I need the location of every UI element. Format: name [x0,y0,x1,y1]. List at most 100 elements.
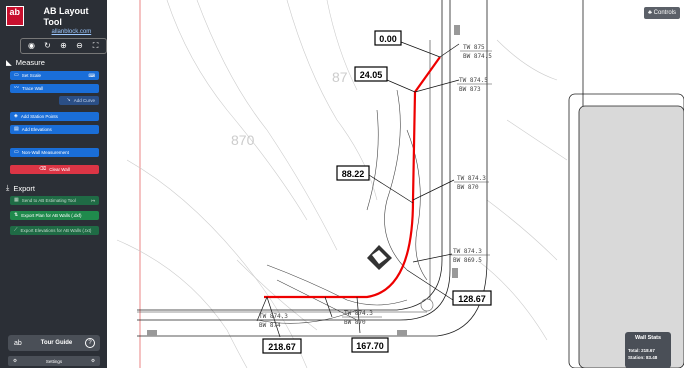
plan-canvas[interactable]: 870 87 [107,0,684,368]
app-title: AB Layout Tool [43,6,89,27]
ab-small-logo-icon: ab [14,339,22,347]
elevation-bw-6: BW 870 [344,319,366,326]
trace-icon: 〰 [14,85,20,91]
elevation-export-icon: ⟋ [14,227,18,233]
help-icon: ? [85,338,95,348]
wall-stats-panel: Wall Stats Total: 218.67 Station: 83.48 [625,332,671,368]
station-label-0: 0.00 [379,34,397,44]
curve-icon: ↘ [66,97,71,103]
shrub-icon [367,245,392,270]
manhole-icon [420,298,434,312]
settings-button[interactable]: ⚙ Settings ⚙ [8,356,100,366]
clear-wall-label: Clear Wall [49,167,70,172]
export-plan-button[interactable]: ⇅ Export Plan for AB Walls (.dxf) [10,211,99,220]
export-elevations-label: Export Elevations for AB Walls (.txt) [20,228,92,233]
station-labels: 0.00 24.05 88.22 128.67 167.70 218.67 [262,30,492,354]
elevation-bw-3: BW 870 [457,184,479,191]
add-elevations-button[interactable]: ▤ Add Elevations [10,125,99,134]
controls-label: Controls [653,10,676,16]
station-box-1 [354,66,388,82]
export-elevations-button[interactable]: ⟋ Export Elevations for AB Walls (.txt) [10,226,99,235]
add-station-points-label: Add Station Points [20,114,58,119]
measure-icon: ▭ [14,149,19,155]
send-estimating-button[interactable]: ▦ Send to AB Estimating Tool ↦ [10,196,99,205]
zoom-in-icon[interactable]: ⊕ [60,41,67,50]
station-icon: ◈ [14,113,18,119]
wall-stats-station: Station: 83.48 [628,355,658,360]
contour-label-870: 870 [231,132,255,148]
add-curve-button[interactable]: ↘ Add Curve [59,96,99,105]
non-wall-measurement-button[interactable]: ▭ Non-Wall Measurement [10,148,99,157]
elevation-tw-3: TW 874.3 [457,175,486,182]
rotate-icon[interactable]: ↻ [44,41,51,50]
contour-label-87: 87 [332,69,348,85]
add-elevations-label: Add Elevations [21,127,52,132]
measure-heading: ◣ Measure [6,58,45,67]
elevation-tw-6: TW 874.3 [344,310,373,317]
tour-guide-label: Tour Guide [40,340,73,346]
download-icon: ⤓ [6,183,10,192]
settings-label: Settings [45,358,63,364]
ab-logo: ab [6,6,24,26]
traced-wall[interactable] [264,56,441,299]
station-box-5 [262,338,302,354]
app-header: ab AB Layout Tool allanblock.com [6,6,107,37]
set-scale-label: Set Scale [21,73,41,78]
clear-wall-button[interactable]: ⌫ Clear Wall [10,165,99,174]
ruler-icon: ◣ [6,58,12,67]
wall-stats-title: Wall Stats [634,335,662,341]
site-markers [147,25,460,336]
elevation-bw-4: BW 869.5 [453,257,482,264]
add-curve-label: Add Curve [73,98,95,103]
leader-lines [256,41,460,338]
plan-icon: ⇅ [14,212,19,218]
eraser-icon: ⌫ [39,166,47,172]
sidebar: ab AB Layout Tool allanblock.com ◉ ↻ ⊕ ⊖… [0,0,107,368]
camera-icon[interactable]: ◉ [28,41,35,50]
elevation-tw-4: TW 874.3 [453,248,482,255]
elevation-bw-5: BW 874 [259,322,281,329]
send-icon: ↦ [91,198,95,203]
elevation-icon: ▤ [14,126,19,132]
allanblock-link[interactable]: allanblock.com [51,29,92,35]
non-wall-measurement-label: Non-Wall Measurement [21,150,69,155]
station-label-2: 88.22 [342,169,365,179]
trace-wall-button[interactable]: 〰 Trace Wall [10,84,99,93]
building-fill [578,105,684,368]
existing-grade-lines [256,89,428,324]
controls-button[interactable]: ♣ Controls [644,7,680,19]
add-station-points-button[interactable]: ◈ Add Station Points [10,112,99,121]
controls-icon: ♣ [648,10,652,16]
station-label-5: 218.67 [268,342,296,352]
elevation-tw-1: TW 875 [463,44,485,51]
estimate-icon: ▦ [14,197,19,203]
station-label-1: 24.05 [360,70,383,80]
elevation-tw-5: TW 874.3 [259,313,288,320]
view-toolbar: ◉ ↻ ⊕ ⊖ ⛶ [20,38,107,54]
keyboard-icon: ⌨ [88,73,96,78]
station-box-4 [351,337,389,353]
export-heading: ⤓ Export [6,183,35,193]
zoom-out-icon[interactable]: ⊖ [76,41,83,50]
building-outline [568,93,684,368]
elevation-bw-1: BW 874.5 [463,53,492,60]
station-box-2 [336,165,370,181]
station-box-0 [374,30,402,46]
elevation-tw-2: TW 874.5 [459,77,488,84]
fence-line [137,40,431,313]
set-scale-button[interactable]: ▭ Set Scale ⌨ [10,71,99,80]
elevation-labels: TW 875 BW 874.5 TW 874.5 BW 873 TW 874.3… [257,44,492,329]
trace-wall-label: Trace Wall [22,86,44,91]
gear-icon: ⚙ [90,358,95,363]
station-box-3 [452,290,492,306]
settings-left-icon: ⚙ [13,358,18,363]
wall-stats-total: Total: 218.67 [628,348,655,353]
scale-icon: ▭ [14,72,19,78]
site-plan-drawing[interactable]: 870 87 [107,0,684,368]
fullscreen-icon[interactable]: ⛶ [92,41,99,50]
measure-heading-label: Measure [15,58,45,67]
station-label-4: 167.70 [356,341,384,351]
tour-guide-button[interactable]: ab Tour Guide ? [8,335,100,351]
send-estimating-label: Send to AB Estimating Tool [21,198,76,203]
elevation-bw-2: BW 873 [459,86,481,93]
